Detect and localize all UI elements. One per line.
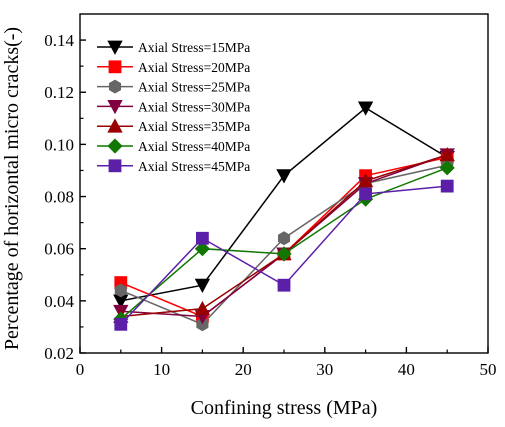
legend-label: Axial Stress=35MPa <box>138 119 250 134</box>
axes-layer: 0 10 20 30 40 50 0.02 0.04 0.06 0.08 0.10 0.12 0.14 C… <box>1 13 497 419</box>
x-axis-title: Confining stress (MPa) <box>191 397 378 419</box>
legend-marker <box>107 138 123 154</box>
legend-item: Axial Stress=30MPa <box>97 99 250 114</box>
y-tick-label: 0.06 <box>44 240 74 259</box>
legend: Axial Stress=15MPa Axial Stress=20MPa Axia… <box>97 40 250 174</box>
x-tick-label: 10 <box>153 360 170 379</box>
legend-marker <box>108 159 122 173</box>
series-7 <box>114 179 454 331</box>
legend-item: Axial Stress=45MPa <box>97 159 250 174</box>
x-tick-label: 30 <box>316 360 333 379</box>
legend-marker <box>108 60 122 74</box>
legend-label: Axial Stress=15MPa <box>138 40 250 55</box>
data-point <box>276 246 292 262</box>
data-point <box>439 160 455 176</box>
data-point <box>114 283 127 298</box>
y-tick-label: 0.04 <box>44 292 74 311</box>
data-point <box>440 179 454 193</box>
legend-item: Axial Stress=15MPa <box>97 40 250 55</box>
legend-label: Axial Stress=40MPa <box>138 139 250 154</box>
legend-item: Axial Stress=35MPa <box>97 118 250 134</box>
legend-label: Axial Stress=20MPa <box>138 60 250 75</box>
data-point <box>359 187 373 201</box>
data-point <box>194 241 210 257</box>
legend-marker <box>107 118 123 133</box>
data-point <box>114 317 128 331</box>
data-point <box>357 173 374 188</box>
legend-item: Axial Stress=40MPa <box>97 138 250 154</box>
y-tick-label: 0.10 <box>44 135 74 154</box>
legend-label: Axial Stress=25MPa <box>138 80 250 95</box>
x-tick-label: 50 <box>480 360 497 379</box>
series-layer <box>113 101 455 332</box>
x-tick-label: 0 <box>76 360 85 379</box>
y-axis-title: Percentage of horizontal micro cracks(-) <box>1 27 23 350</box>
data-point <box>357 101 374 116</box>
legend-item: Axial Stress=20MPa <box>97 60 250 75</box>
data-point <box>194 278 211 294</box>
legend-label: Axial Stress=30MPa <box>138 99 250 114</box>
data-point <box>194 300 211 316</box>
y-tick-label: 0.08 <box>44 188 74 207</box>
data-point <box>276 169 292 184</box>
legend-label: Axial Stress=45MPa <box>138 159 250 174</box>
data-point <box>277 231 291 246</box>
y-tick-label: 0.14 <box>44 31 74 50</box>
legend-item: Axial Stress=25MPa <box>97 80 250 95</box>
legend-marker <box>107 40 123 55</box>
data-point <box>277 278 291 292</box>
y-tick-label: 0.12 <box>44 83 74 102</box>
y-tick-label: 0.02 <box>44 344 74 363</box>
x-tick-label: 20 <box>235 360 252 379</box>
data-point <box>195 231 209 245</box>
legend-marker <box>108 79 122 94</box>
x-tick-label: 40 <box>398 360 415 379</box>
legend-marker <box>107 100 123 115</box>
